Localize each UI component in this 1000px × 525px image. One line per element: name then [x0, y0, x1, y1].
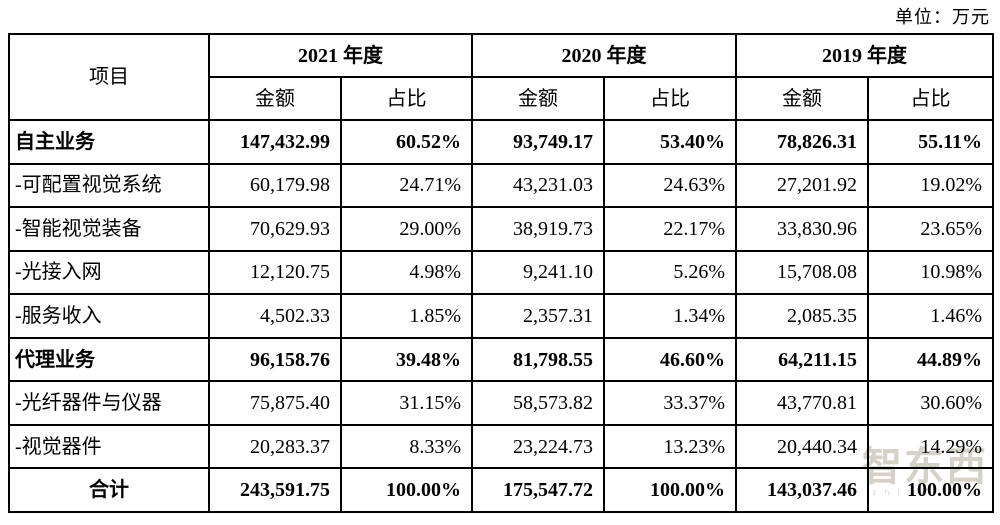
ratio-cell: 13.23% [603, 423, 737, 470]
table-row: -智能视觉装备 70,629.93 29.00% 38,919.73 22.17% 33,… [8, 206, 994, 252]
ratio-cell: 46.60% [603, 336, 737, 383]
amount-cell: 43,770.81 [735, 380, 869, 426]
amount-cell: 93,749.17 [471, 119, 605, 165]
header-amount-2019: 金额 [735, 76, 869, 121]
ratio-cell: 53.40% [603, 119, 737, 165]
row-label: -视觉器件 [8, 423, 210, 470]
amount-cell: 12,120.75 [208, 249, 342, 296]
revenue-breakdown-table: 项目 2021 年度 2020 年度 2019 年度 金额 占比 金额 占比 金… [8, 33, 994, 513]
ratio-cell: 14.29% [867, 423, 994, 470]
amount-cell: 70,629.93 [208, 206, 342, 252]
amount-cell: 43,231.03 [471, 162, 605, 209]
row-label: -光接入网 [8, 249, 210, 296]
amount-cell: 243,591.75 [208, 467, 342, 513]
amount-cell: 4,502.33 [208, 293, 342, 339]
table-body: 自主业务 147,432.99 60.52% 93,749.17 53.40% 78,82… [8, 119, 994, 513]
amount-cell: 38,919.73 [471, 206, 605, 252]
ratio-cell: 1.46% [867, 293, 994, 339]
ratio-cell: 44.89% [867, 336, 994, 383]
ratio-cell: 60.52% [340, 119, 473, 165]
row-label: 自主业务 [8, 119, 210, 165]
ratio-cell: 100.00% [340, 467, 473, 513]
row-label: -智能视觉装备 [8, 206, 210, 252]
table-header: 项目 2021 年度 2020 年度 2019 年度 金额 占比 金额 占比 金… [8, 33, 994, 121]
row-label: 合计 [8, 467, 210, 513]
header-year-2021: 2021 年度 [208, 33, 473, 78]
ratio-cell: 33.37% [603, 380, 737, 426]
header-ratio-2020: 占比 [603, 76, 737, 121]
header-row-years: 项目 2021 年度 2020 年度 2019 年度 [8, 33, 994, 121]
amount-cell: 20,440.34 [735, 423, 869, 470]
amount-cell: 23,224.73 [471, 423, 605, 470]
table-row: -服务收入 4,502.33 1.85% 2,357.31 1.34% 2,085.35 1… [8, 293, 994, 339]
ratio-cell: 4.98% [340, 249, 473, 296]
table-row: -可配置视觉系统 60,179.98 24.71% 43,231.03 24.63% 27… [8, 162, 994, 209]
header-amount-2020: 金额 [471, 76, 605, 121]
header-item: 项目 [8, 33, 210, 121]
amount-cell: 27,201.92 [735, 162, 869, 209]
table-row: 代理业务 96,158.76 39.48% 81,798.55 46.60% 64,211… [8, 336, 994, 383]
ratio-cell: 22.17% [603, 206, 737, 252]
ratio-cell: 30.60% [867, 380, 994, 426]
amount-cell: 58,573.82 [471, 380, 605, 426]
row-label: -光纤器件与仪器 [8, 380, 210, 426]
table-row: -光纤器件与仪器 75,875.40 31.15% 58,573.82 33.37% 43… [8, 380, 994, 426]
amount-cell: 60,179.98 [208, 162, 342, 209]
amount-cell: 78,826.31 [735, 119, 869, 165]
ratio-cell: 24.63% [603, 162, 737, 209]
table-row: -视觉器件 20,283.37 8.33% 23,224.73 13.23% 20,440… [8, 423, 994, 470]
amount-cell: 2,357.31 [471, 293, 605, 339]
table-row: -光接入网 12,120.75 4.98% 9,241.10 5.26% 15,708.0… [8, 249, 994, 296]
row-label: -服务收入 [8, 293, 210, 339]
ratio-cell: 100.00% [867, 467, 994, 513]
ratio-cell: 39.48% [340, 336, 473, 383]
amount-cell: 143,037.46 [735, 467, 869, 513]
unit-label: 单位：万元 [895, 7, 990, 27]
ratio-cell: 23.65% [867, 206, 994, 252]
header-row-subcolumns: 金额 占比 金额 占比 金额 占比 [9, 76, 994, 121]
ratio-cell: 100.00% [603, 467, 737, 513]
ratio-cell: 5.26% [603, 249, 737, 296]
ratio-cell: 8.33% [340, 423, 473, 470]
amount-cell: 15,708.08 [735, 249, 869, 296]
amount-cell: 147,432.99 [208, 119, 342, 165]
header-amount-2021: 金额 [208, 76, 342, 121]
header-year-2019: 2019 年度 [735, 33, 994, 78]
header-ratio-2019: 占比 [867, 76, 994, 121]
table-row: 自主业务 147,432.99 60.52% 93,749.17 53.40% 78,82… [8, 119, 994, 165]
amount-cell: 96,158.76 [208, 336, 342, 383]
ratio-cell: 19.02% [867, 162, 994, 209]
ratio-cell: 31.15% [340, 380, 473, 426]
amount-cell: 64,211.15 [735, 336, 869, 383]
table-row: 合计 243,591.75 100.00% 175,547.72 100.00% 143,… [8, 467, 994, 513]
amount-cell: 33,830.96 [735, 206, 869, 252]
amount-cell: 75,875.40 [208, 380, 342, 426]
ratio-cell: 1.85% [340, 293, 473, 339]
ratio-cell: 55.11% [867, 119, 994, 165]
row-label: 代理业务 [8, 336, 210, 383]
amount-cell: 20,283.37 [208, 423, 342, 470]
amount-cell: 9,241.10 [471, 249, 605, 296]
ratio-cell: 10.98% [867, 249, 994, 296]
amount-cell: 81,798.55 [471, 336, 605, 383]
ratio-cell: 24.71% [340, 162, 473, 209]
header-year-2020: 2020 年度 [471, 33, 737, 78]
header-ratio-2021: 占比 [340, 76, 473, 121]
amount-cell: 175,547.72 [471, 467, 605, 513]
ratio-cell: 1.34% [603, 293, 737, 339]
ratio-cell: 29.00% [340, 206, 473, 252]
row-label: -可配置视觉系统 [8, 162, 210, 209]
amount-cell: 2,085.35 [735, 293, 869, 339]
